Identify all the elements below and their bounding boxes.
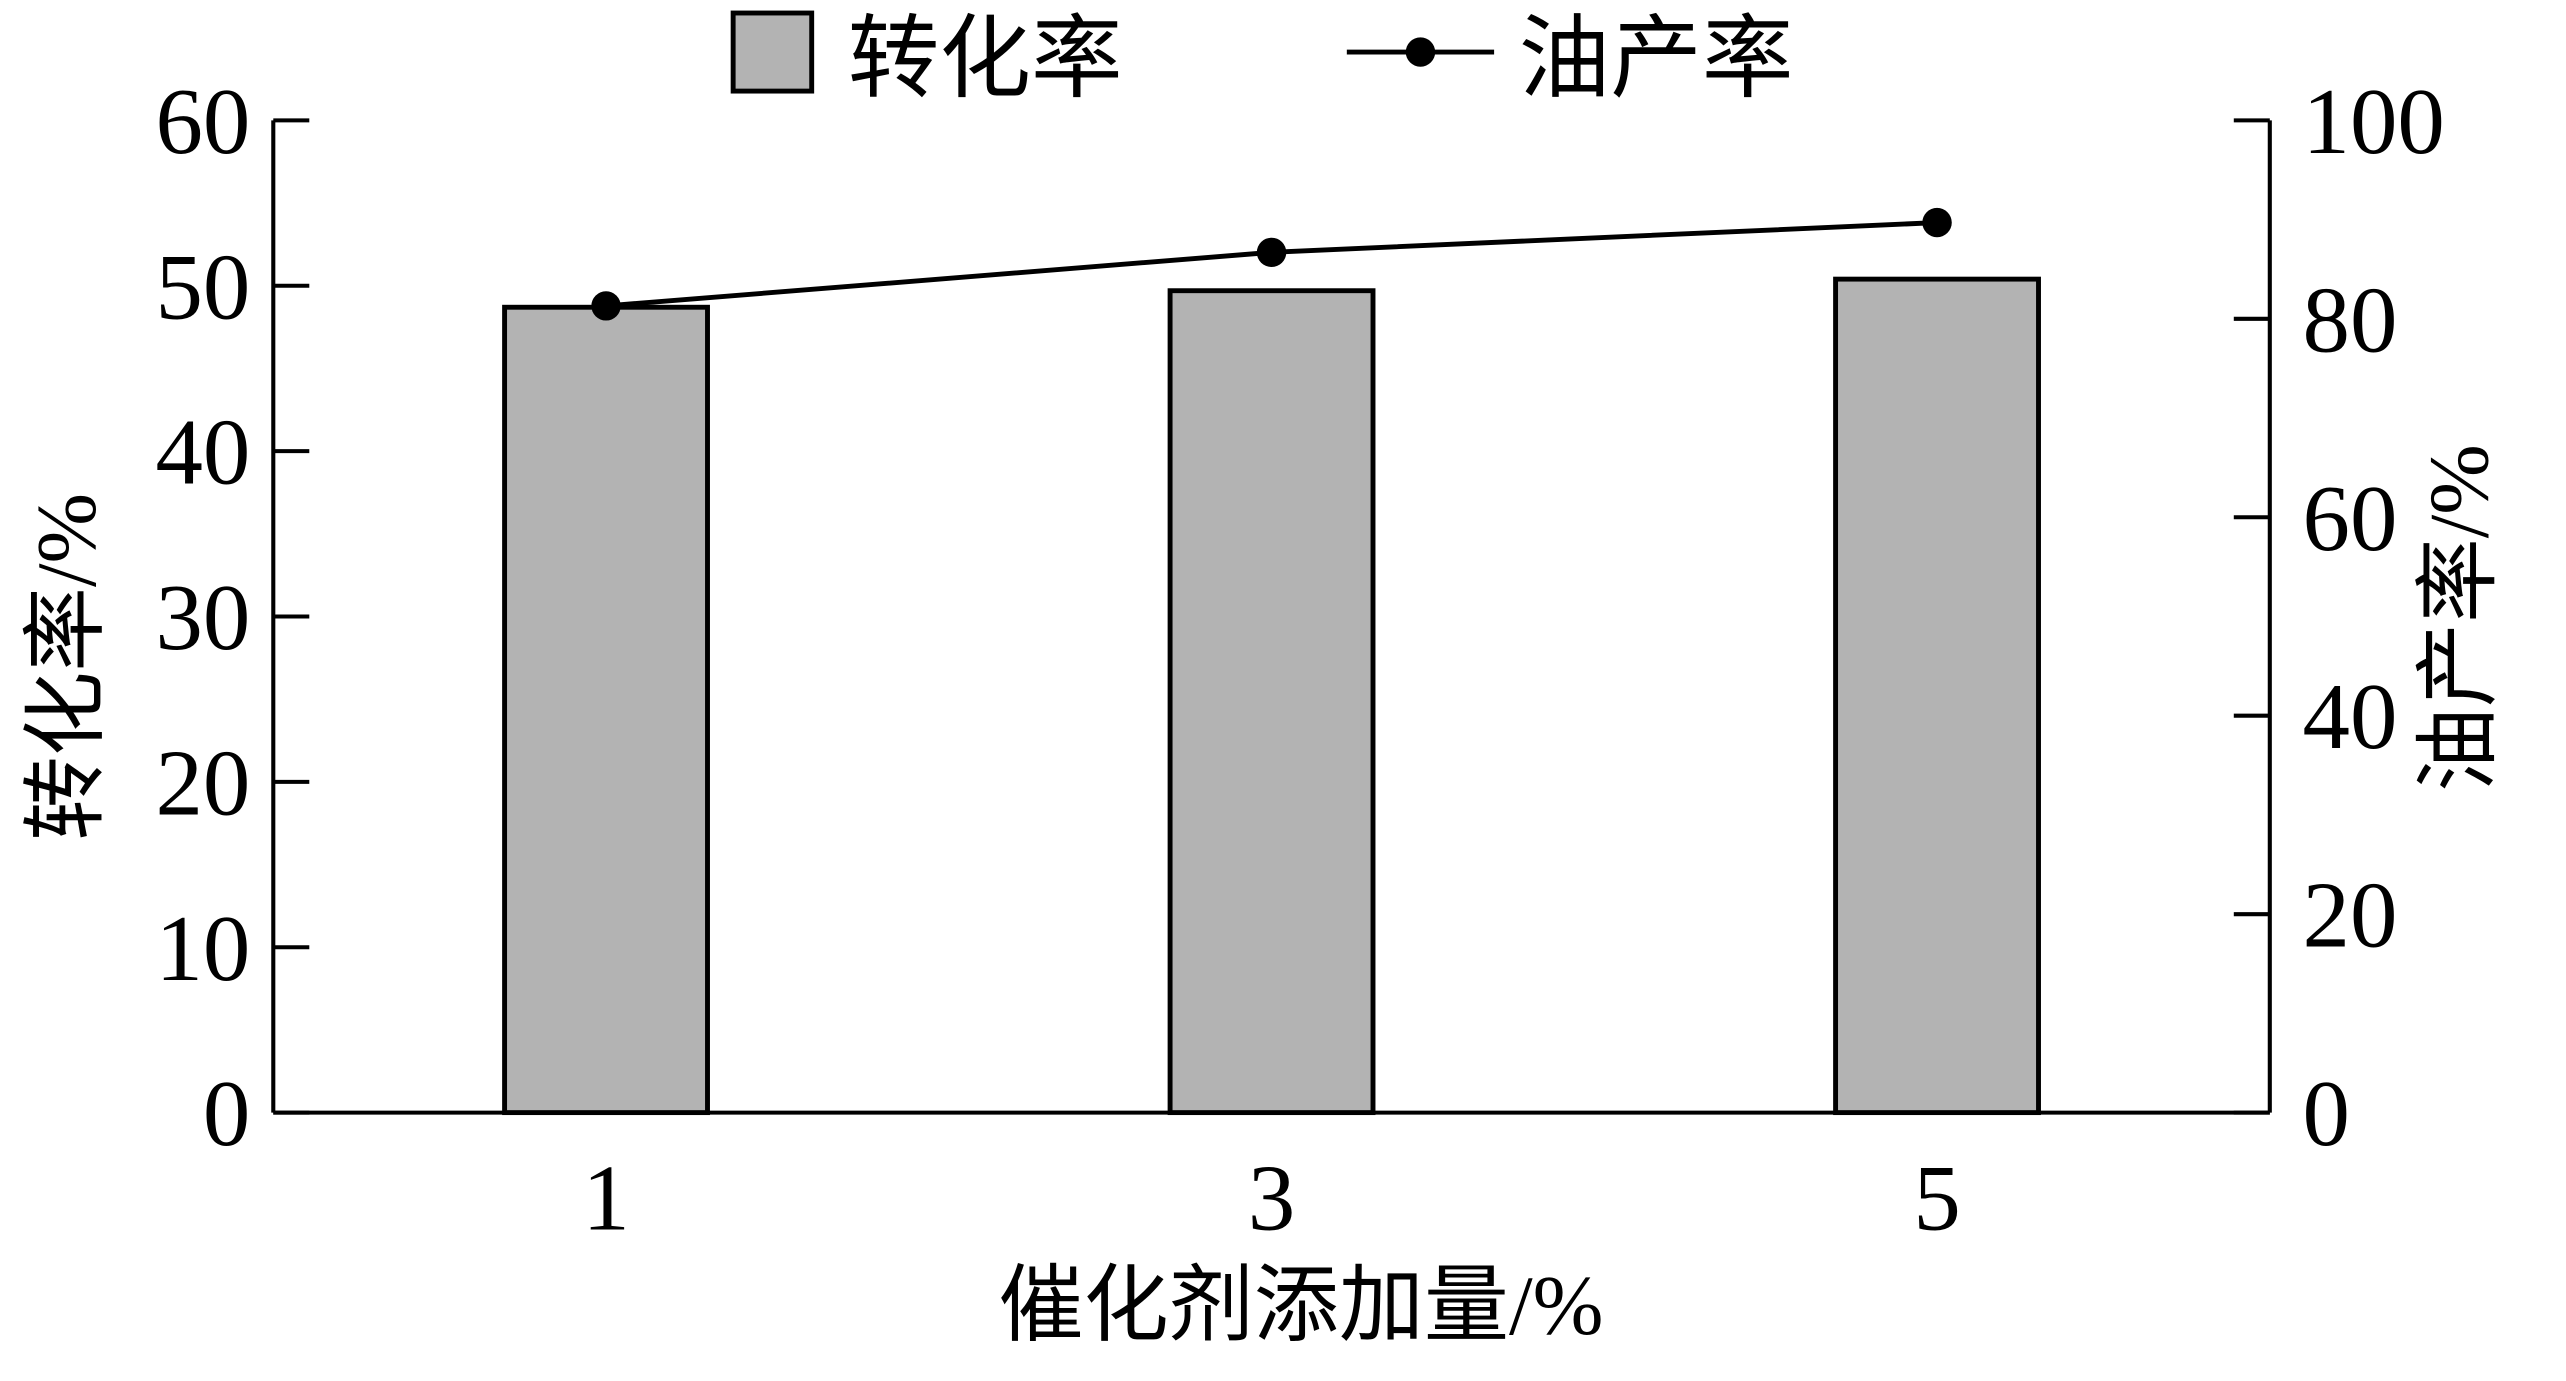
y-tick-label: 0 [203, 1062, 250, 1166]
point [591, 291, 621, 321]
y2-tick-label: 60 [2303, 467, 2398, 571]
y2-tick-label: 0 [2303, 1062, 2350, 1166]
y-tick-label: 60 [155, 70, 250, 174]
legend-label: 油产率 [1519, 9, 1794, 110]
y2-tick-label: 80 [2303, 269, 2398, 373]
y2-axis-label: 油产率/% [2412, 444, 2506, 792]
y-tick-label: 10 [155, 897, 250, 1001]
x-axis-label: 催化剂添加量/% [998, 1259, 1603, 1353]
bar [502, 304, 710, 1116]
legend-label: 转化率 [848, 9, 1123, 110]
y-tick-label: 40 [155, 401, 250, 505]
x-tick-label: 5 [1913, 1147, 1960, 1251]
y2-tick-label: 20 [2303, 864, 2398, 968]
legend-swatch [730, 10, 815, 94]
x-tick-label: 1 [582, 1147, 629, 1251]
y2-tick-label: 100 [2303, 70, 2445, 174]
point [1922, 207, 1952, 238]
y2-tick-label: 40 [2303, 665, 2398, 769]
bar [1167, 288, 1376, 1116]
y-tick-label: 50 [155, 236, 250, 340]
legend-swatch [1405, 37, 1436, 67]
x-tick-label: 3 [1248, 1147, 1295, 1251]
point [1256, 237, 1287, 267]
y-tick-label: 30 [155, 566, 250, 670]
y-tick-label: 20 [155, 732, 250, 836]
y-axis-label: 转化率/% [20, 493, 114, 841]
bar [1833, 276, 2041, 1116]
